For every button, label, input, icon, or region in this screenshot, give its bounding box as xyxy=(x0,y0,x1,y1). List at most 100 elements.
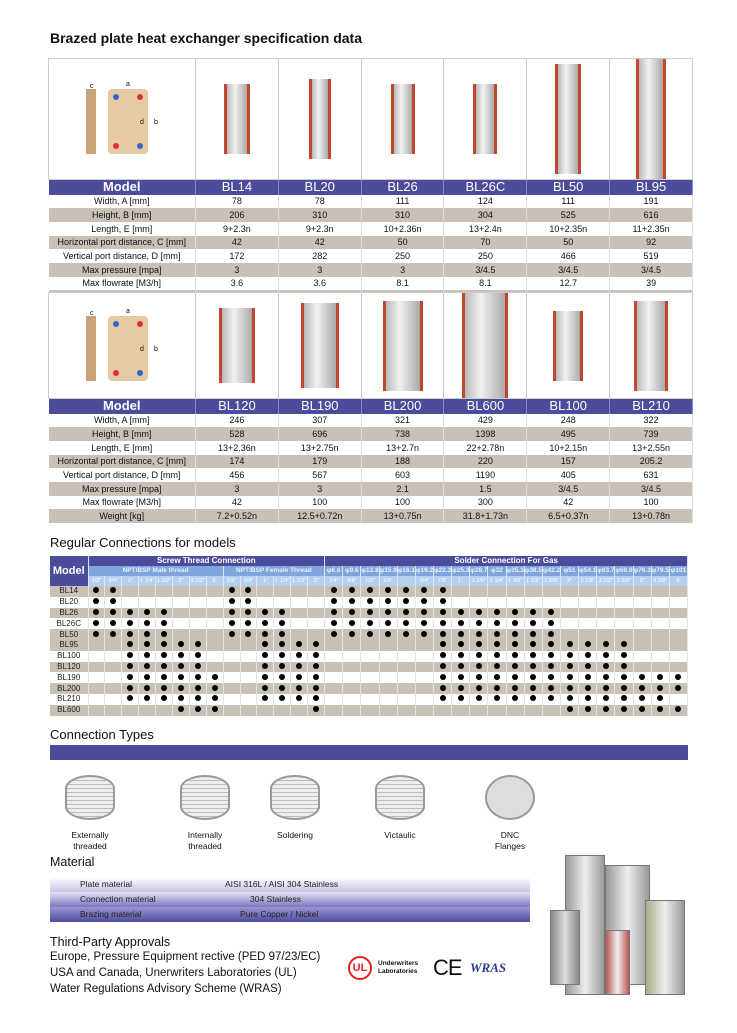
connection-cell xyxy=(256,661,275,673)
ce-logo: CE xyxy=(433,955,463,980)
connection-cell xyxy=(307,639,326,651)
connection-cell xyxy=(542,586,561,597)
connection-cell xyxy=(578,586,598,597)
connection-cell xyxy=(415,683,434,694)
availability-dot xyxy=(512,695,519,702)
availability-dot xyxy=(330,619,337,626)
connection-cell xyxy=(487,618,507,630)
spec-table-2: a c b d Model BL120 BL190 BL200 BL600 BL100 BL210 W… xyxy=(48,292,693,523)
connection-cell xyxy=(633,661,652,673)
connection-cell xyxy=(397,618,416,630)
connection-type-2: Soldering xyxy=(255,775,335,841)
connection-cell xyxy=(189,661,207,673)
availability-dot xyxy=(262,662,269,669)
availability-dot xyxy=(161,641,167,648)
availability-dot xyxy=(584,695,591,702)
connection-cell xyxy=(524,661,543,673)
connection-cell xyxy=(121,607,140,619)
connection-cell xyxy=(240,618,258,630)
connection-cell xyxy=(223,683,241,694)
product-group-image xyxy=(545,850,690,1000)
female-size: 1/2" xyxy=(223,576,241,586)
heat-exchanger-image xyxy=(634,300,669,391)
connection-cell xyxy=(290,607,309,619)
connection-cell xyxy=(223,586,241,597)
product-image xyxy=(526,58,611,180)
availability-dot xyxy=(475,673,482,680)
connection-cell xyxy=(397,629,416,640)
connection-cell xyxy=(104,607,123,619)
availability-dot xyxy=(144,673,151,680)
ul-logo-text: Underwriters Laboratories xyxy=(378,960,419,975)
connection-cell xyxy=(524,672,543,684)
availability-dot xyxy=(144,608,151,615)
connection-type-4: DNC Flanges xyxy=(470,775,550,852)
availability-dot xyxy=(348,630,355,637)
availability-dot xyxy=(566,706,573,713)
spec-value: 696 xyxy=(278,427,362,441)
connection-cell xyxy=(633,586,652,597)
model-name: BL190 xyxy=(278,398,362,414)
connection-cell xyxy=(487,693,507,705)
spec-value: 9+2.3n xyxy=(278,221,362,236)
spec-value: 157 xyxy=(526,454,611,469)
availability-dot xyxy=(228,630,235,637)
availability-dot xyxy=(177,695,184,702)
connection-cell xyxy=(223,704,241,716)
connection-cell xyxy=(614,629,634,640)
connection-cell xyxy=(273,639,292,651)
dimension-diagram: a c b d xyxy=(48,58,196,180)
male-size: 3" xyxy=(206,576,224,586)
spec-label: Horizontal port distance, C [mm] xyxy=(48,454,196,469)
availability-dot xyxy=(566,641,573,648)
gas-size: 1/2" xyxy=(360,576,380,586)
connection-cell xyxy=(155,629,173,640)
availability-dot xyxy=(279,673,286,680)
connection-cell xyxy=(342,618,362,630)
spec-label: Height, B [mm] xyxy=(48,208,196,222)
connection-cell xyxy=(360,618,380,630)
availability-dot xyxy=(110,598,117,605)
row-model: BL210 xyxy=(50,693,89,705)
availability-dot xyxy=(403,598,410,605)
spec-value: 3 xyxy=(361,262,445,277)
approvals-title: Third-Party Approvals xyxy=(50,935,171,949)
availability-dot xyxy=(439,695,446,702)
connection-cell xyxy=(614,596,634,608)
spec-value: 250 xyxy=(361,249,445,263)
female-size: 1 1/4" xyxy=(273,576,292,586)
availability-dot xyxy=(439,587,446,594)
connection-cell xyxy=(290,661,309,673)
connection-type-icon xyxy=(375,775,425,820)
availability-dot xyxy=(530,652,537,659)
connection-cell xyxy=(138,607,157,619)
connection-cell xyxy=(614,693,634,705)
connection-cell xyxy=(223,661,241,673)
availability-dot xyxy=(93,598,100,605)
availability-dot xyxy=(512,662,519,669)
connection-cell xyxy=(360,661,380,673)
connection-cell xyxy=(172,629,190,640)
connection-cell xyxy=(155,607,173,619)
heat-exchanger-image xyxy=(555,64,582,174)
connection-cell xyxy=(542,607,561,619)
availability-dot xyxy=(228,619,235,626)
connection-cell xyxy=(614,618,634,630)
connection-type-icon xyxy=(65,775,115,820)
row-model: BL190 xyxy=(50,672,89,684)
availability-dot xyxy=(161,608,167,615)
availability-dot xyxy=(548,673,555,680)
availability-dot xyxy=(584,673,591,680)
connection-cell xyxy=(273,661,292,673)
connection-cell xyxy=(172,586,190,597)
availability-dot xyxy=(144,630,151,637)
spec-value: 528 xyxy=(195,427,279,441)
connection-cell xyxy=(379,629,398,640)
connection-cell xyxy=(121,661,140,673)
availability-dot xyxy=(512,641,519,648)
connection-cell xyxy=(596,618,616,630)
availability-dot xyxy=(144,695,151,702)
spec-value: 70 xyxy=(443,235,528,250)
connection-cell xyxy=(560,639,580,651)
connection-cell xyxy=(155,672,173,684)
